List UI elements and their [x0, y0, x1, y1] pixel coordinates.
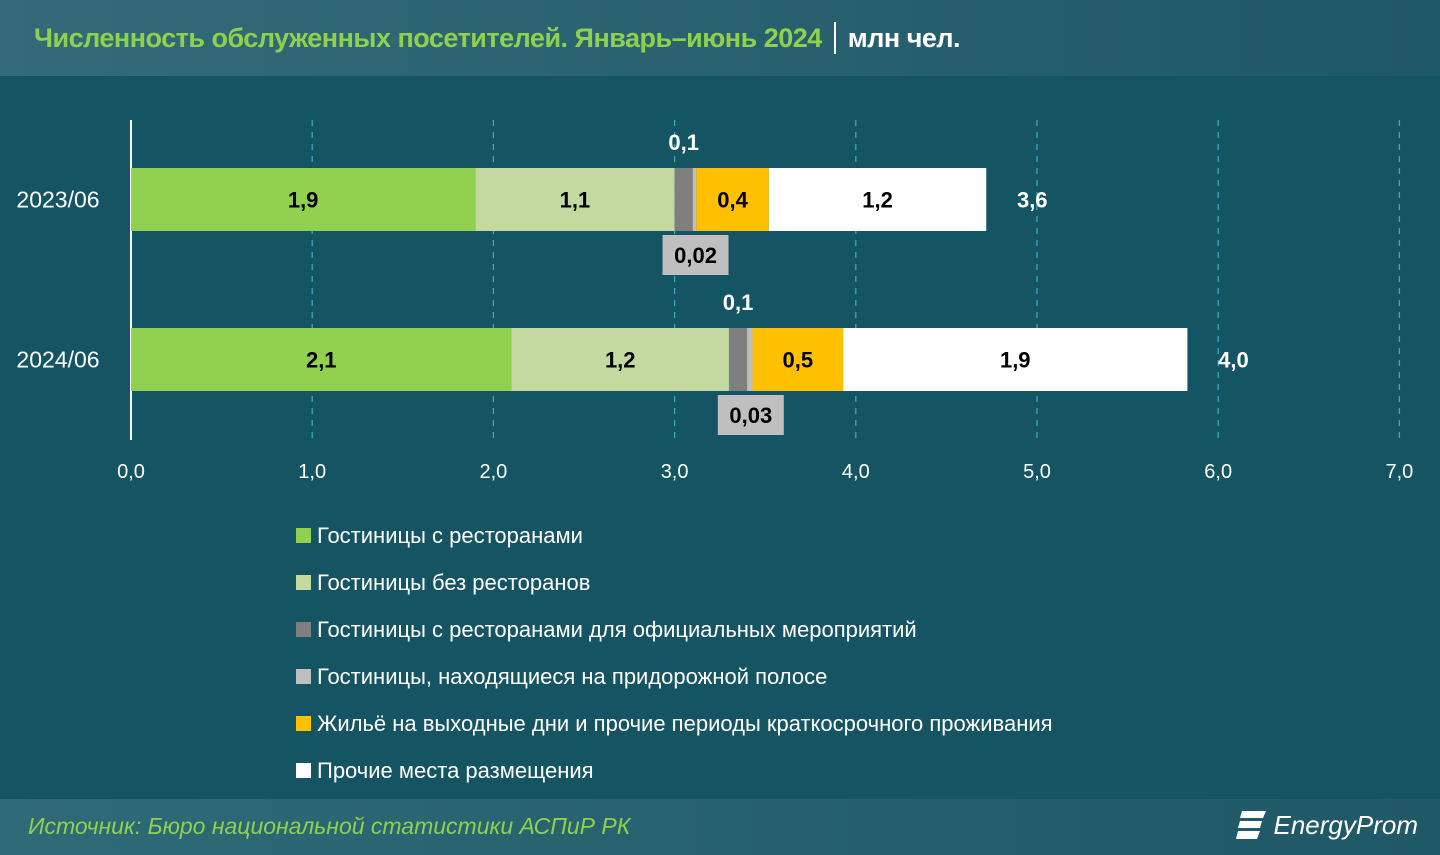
- logo-text: EnergyProm: [1273, 809, 1419, 840]
- legend-label: Жильё на выходные дни и прочие периоды к…: [317, 710, 1053, 736]
- legend-label: Гостиницы, находящиеся на придорожной по…: [317, 663, 828, 689]
- data-label: 2,1: [306, 348, 337, 373]
- logo-icon: [1235, 811, 1266, 839]
- data-label: 0,1: [668, 130, 699, 155]
- y-category-label: 2023/06: [16, 187, 99, 213]
- legend-swatch: [296, 669, 311, 684]
- chart-legend: Гостиницы с ресторанами Гостиницы без рес…: [296, 512, 1053, 794]
- data-label-box: [717, 395, 784, 435]
- total-label: 3,6: [1017, 188, 1048, 213]
- chart-footer: Источник: Бюро национальной статистики А…: [0, 799, 1440, 855]
- data-label: 1,1: [560, 188, 591, 213]
- data-label: 0,02: [674, 243, 717, 268]
- bar-segment: [692, 168, 697, 231]
- data-label: 1,9: [1000, 348, 1031, 373]
- bar-segment: [747, 328, 753, 391]
- legend-swatch: [296, 528, 311, 543]
- data-label: 0,5: [783, 348, 814, 373]
- legend-item: Прочие места размещения: [296, 747, 1053, 794]
- bar-segment: [131, 328, 512, 391]
- legend-swatch: [296, 622, 311, 637]
- data-label-box: [662, 235, 729, 275]
- legend-item: Гостиницы, находящиеся на придорожной по…: [296, 653, 1053, 700]
- energyprom-logo: EnergyProm: [1235, 809, 1419, 841]
- chart-header: Численность обслуженных посетителей. Янв…: [0, 0, 1440, 76]
- x-tick-label: 7,0: [1385, 461, 1413, 483]
- source-note: Источник: Бюро национальной статистики А…: [28, 813, 631, 839]
- x-tick-label: 6,0: [1204, 461, 1232, 483]
- legend-item: Гостиницы без ресторанов: [296, 559, 1053, 606]
- legend-swatch: [296, 763, 311, 778]
- y-category-label: 2024/06: [16, 347, 99, 373]
- bar-segment: [728, 328, 748, 391]
- legend-swatch: [296, 575, 311, 590]
- data-label: 1,2: [862, 188, 893, 213]
- x-tick-label: 1,0: [298, 461, 326, 483]
- title-separator: [833, 22, 836, 54]
- x-tick-label: 5,0: [1023, 461, 1051, 483]
- x-tick-label: 4,0: [842, 461, 870, 483]
- bar-segment: [674, 168, 693, 231]
- x-tick-label: 0,0: [117, 461, 145, 483]
- data-label: 0,1: [723, 290, 754, 315]
- bar-segment: [768, 168, 987, 231]
- data-label: 1,9: [288, 188, 319, 213]
- legend-label: Гостиницы без ресторанов: [317, 569, 591, 595]
- legend-item: Гостиницы с ресторанами: [296, 512, 1053, 559]
- chart-title: Численность обслуженных посетителей. Янв…: [34, 22, 822, 53]
- legend-label: Гостиницы с ресторанами для официальных …: [317, 616, 917, 642]
- legend-item: Жильё на выходные дни и прочие периоды к…: [296, 700, 1053, 747]
- bar-segment: [843, 328, 1188, 391]
- legend-item: Гостиницы с ресторанами для официальных …: [296, 606, 1053, 653]
- bar-segment: [696, 168, 769, 231]
- legend-label: Гостиницы с ресторанами: [317, 522, 583, 548]
- x-tick-label: 2,0: [479, 461, 507, 483]
- x-tick-label: 3,0: [661, 461, 689, 483]
- bar-segment: [475, 168, 675, 231]
- bar-segment: [752, 328, 844, 391]
- bar-segment: [131, 168, 476, 231]
- bar-chart: 0,0 1,0 2,0 3,0 4,0 5,0 6,0 7,0 2023/06 1,9 1,1 0,1…: [16, 120, 1413, 483]
- bar-segment: [511, 328, 729, 391]
- legend-swatch: [296, 716, 311, 731]
- data-label: 0,4: [717, 188, 748, 213]
- chart-unit: млн чел.: [847, 22, 961, 53]
- legend-label: Прочие места размещения: [317, 757, 594, 783]
- data-label: 1,2: [605, 348, 636, 373]
- total-label: 4,0: [1218, 348, 1249, 373]
- data-label: 0,03: [729, 403, 772, 428]
